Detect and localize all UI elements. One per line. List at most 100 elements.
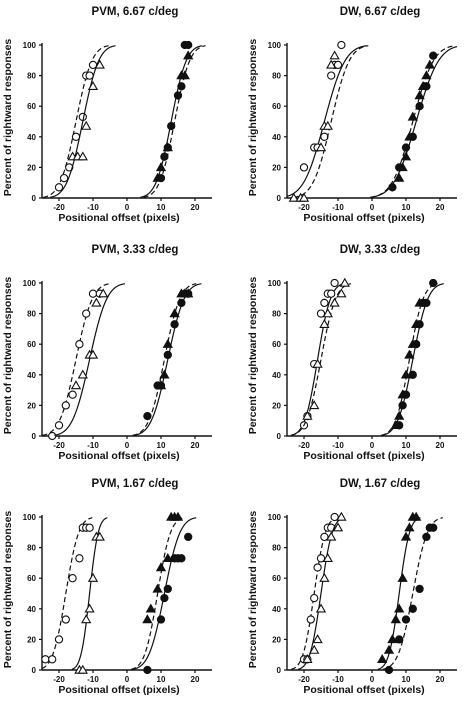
y-tick-label: 80	[272, 310, 281, 319]
x-tick-label: 20	[191, 441, 200, 450]
data-point-open-circle	[320, 132, 329, 141]
x-tick-label: -20	[53, 203, 65, 212]
data-point-open-triangle	[70, 380, 82, 390]
fit-curve	[134, 283, 202, 436]
x-tick-label: 20	[191, 675, 200, 684]
data-point-filled-circle	[401, 143, 411, 152]
data-point-filled-circle	[163, 350, 172, 360]
data-point-filled-circle	[422, 298, 431, 308]
data-point-filled-triangle	[142, 614, 153, 624]
data-point-open-circle	[327, 289, 336, 298]
data-point-open-triangle	[319, 319, 330, 329]
data-point-filled-circle	[395, 163, 404, 172]
y-axis-label: Percent of rightward responses	[247, 277, 259, 435]
y-axis-label: Percent of rightward responses	[2, 511, 14, 669]
y-tick-label: 100	[23, 279, 37, 288]
data-point-open-circle	[330, 278, 339, 288]
panel-title: DW, 3.33 c/deg	[340, 244, 421, 256]
fit-curve	[293, 45, 369, 198]
y-axis-label: Percent of rightward responses	[2, 39, 14, 197]
y-tick-label: 100	[268, 279, 282, 288]
fit-curve	[143, 45, 206, 198]
x-tick-label: -10	[87, 203, 99, 212]
fit-curve	[286, 45, 367, 197]
data-point-open-circle	[330, 512, 339, 522]
y-tick-label: 0	[277, 432, 282, 441]
data-point-open-triangle	[91, 297, 102, 307]
data-point-filled-triangle	[145, 603, 156, 613]
data-point-filled-circle	[408, 604, 417, 613]
data-point-filled-circle	[408, 132, 417, 141]
data-point-open-triangle	[326, 531, 337, 541]
data-point-filled-triangle	[390, 614, 401, 624]
chart-panel: DW, 1.67 c/deg 0 20 40 60 80 100 -20 -10 0 10 20 Pos…	[247, 478, 457, 696]
data-point-filled-circle	[415, 584, 424, 594]
y-tick-label: 80	[27, 544, 36, 553]
data-point-filled-triangle	[404, 522, 415, 532]
data-point-open-triangle	[322, 308, 333, 318]
x-tick-label: 0	[370, 675, 375, 684]
x-axis-label: Positional offset (pixels)	[303, 450, 424, 462]
x-tick-label: 0	[125, 675, 130, 684]
data-point-filled-triangle	[183, 50, 194, 60]
data-point-filled-circle	[415, 320, 424, 329]
data-point-filled-triangle	[162, 338, 173, 348]
data-point-open-triangle	[302, 410, 313, 420]
x-tick-label: -20	[298, 203, 310, 212]
data-point-open-triangle	[94, 59, 105, 69]
y-tick-label: 60	[27, 340, 36, 349]
data-point-open-circle	[41, 655, 50, 664]
data-point-filled-circle	[160, 152, 169, 161]
chart-panel: DW, 6.67 c/deg 0 20 40 60 80 100 -20 -10 0 10 20 Pos…	[247, 6, 458, 224]
y-tick-label: 60	[272, 574, 281, 583]
x-axis-label: Positional offset (pixels)	[58, 450, 179, 462]
x-tick-label: 20	[191, 203, 200, 212]
data-point-open-triangle	[312, 358, 323, 368]
data-point-filled-circle	[143, 665, 152, 675]
data-point-open-circle	[75, 554, 84, 563]
data-point-filled-circle	[177, 298, 186, 308]
x-tick-label: 10	[157, 675, 166, 684]
data-point-open-circle	[82, 309, 91, 318]
x-tick-label: -10	[332, 675, 344, 684]
data-point-filled-circle	[408, 370, 417, 379]
data-point-open-triangle	[77, 151, 88, 161]
panel-title: DW, 6.67 c/deg	[340, 6, 421, 18]
data-point-filled-triangle	[169, 308, 180, 318]
data-point-open-triangle	[87, 572, 99, 582]
data-point-filled-circle	[156, 615, 166, 624]
data-point-open-triangle	[319, 572, 330, 582]
chart-panel: PVM, 1.67 c/deg 0 20 40 60 80 100 -20 -10 0 10 20 Po…	[2, 478, 212, 696]
x-tick-label: -10	[87, 441, 99, 450]
x-tick-label: 10	[157, 203, 166, 212]
data-point-open-triangle	[309, 644, 320, 654]
fit-curve	[41, 517, 93, 670]
data-point-open-circle	[320, 532, 329, 542]
data-point-open-circle	[316, 309, 326, 318]
data-point-filled-triangle	[397, 572, 408, 582]
data-point-filled-triangle	[155, 162, 167, 172]
y-tick-label: 60	[272, 102, 281, 111]
data-point-filled-circle	[412, 340, 421, 349]
data-point-filled-triangle	[162, 553, 173, 563]
data-point-filled-circle	[156, 381, 166, 390]
data-point-filled-circle	[422, 532, 431, 542]
y-tick-label: 20	[272, 401, 281, 410]
data-point-open-triangle	[302, 653, 313, 663]
data-point-filled-triangle	[179, 70, 190, 80]
data-point-filled-triangle	[400, 369, 412, 379]
data-point-open-circle	[337, 40, 346, 50]
data-point-open-triangle	[94, 531, 105, 541]
data-point-filled-circle	[422, 82, 431, 91]
fit-curve	[130, 517, 185, 670]
fit-curve	[43, 45, 109, 198]
data-point-filled-circle	[384, 665, 394, 675]
fit-curve	[71, 517, 108, 670]
data-point-open-circle	[333, 60, 343, 70]
data-point-open-circle	[61, 615, 70, 624]
fit-curve	[382, 517, 443, 670]
x-tick-label: 0	[125, 441, 130, 450]
fit-curve	[49, 45, 116, 198]
y-tick-label: 40	[272, 605, 281, 614]
